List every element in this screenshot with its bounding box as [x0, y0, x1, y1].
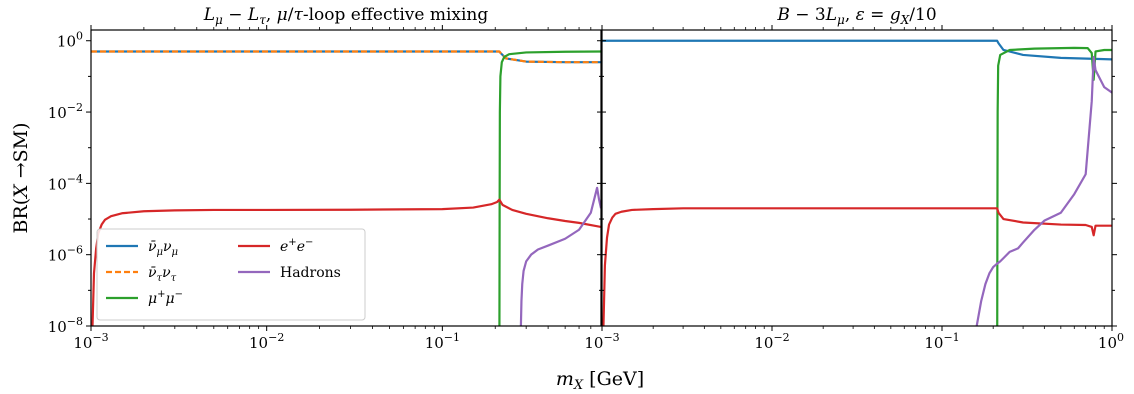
panel-0-series-3-line — [91, 198, 601, 326]
panel-0-series-4-line — [519, 186, 601, 326]
panel-1-x-tick-label: 10−2 — [754, 331, 789, 352]
legend-label-mumu: μ+μ− — [148, 289, 183, 307]
panel-1-x-tick-label: 100 — [1098, 331, 1124, 352]
panel-1-series-0-line — [602, 39, 1112, 61]
panel-0-x-tick-label: 10−1 — [425, 331, 460, 352]
legend-box — [96, 228, 366, 321]
panel-0-y-tick-label: 100 — [57, 30, 83, 51]
right-panel-title: B − 3Lμ, ε = gX/10 — [776, 5, 936, 27]
panel-1-series-1-line — [996, 46, 1112, 326]
right-plot-frame — [601, 29, 1113, 327]
panel-1-series-3-line — [975, 55, 1112, 326]
panel-1-x-tick-label: 10−1 — [924, 331, 959, 352]
panel-0-y-tick-label: 10−8 — [48, 315, 83, 336]
legend-label-ee: e+e− — [280, 237, 313, 255]
panel-0-y-tick-label: 10−6 — [48, 244, 83, 265]
panel-0-x-tick-label: 10−3 — [73, 331, 108, 352]
legend-label-hadrons: Hadrons — [280, 265, 341, 281]
panel-0-series-1-line — [91, 50, 601, 64]
legend-label-numu: ν̄μνμ — [148, 239, 178, 258]
panel-0-x-tick-label: 10−2 — [249, 331, 284, 352]
legend-label-nutau: ν̄τντ — [148, 265, 177, 284]
left-panel-title: Lμ − Lτ, μ/τ-loop effective mixing — [203, 5, 489, 27]
panel-0-y-tick-label: 10−4 — [48, 172, 83, 193]
panel-0-series-2-line — [498, 50, 601, 326]
x-axis-label: mX [GeV] — [556, 368, 644, 393]
panel-1-x-tick-label: 10−3 — [584, 331, 619, 352]
left-plot-frame — [90, 29, 602, 327]
legend: ν̄μνμ ν̄τντ μ+μ− e+e− Hadrons — [96, 228, 366, 321]
panel-0-y-tick-label: 10−2 — [48, 101, 83, 122]
panel-1-series-2-line — [602, 207, 1112, 326]
y-axis-label: BR(X →SM) — [10, 122, 32, 233]
